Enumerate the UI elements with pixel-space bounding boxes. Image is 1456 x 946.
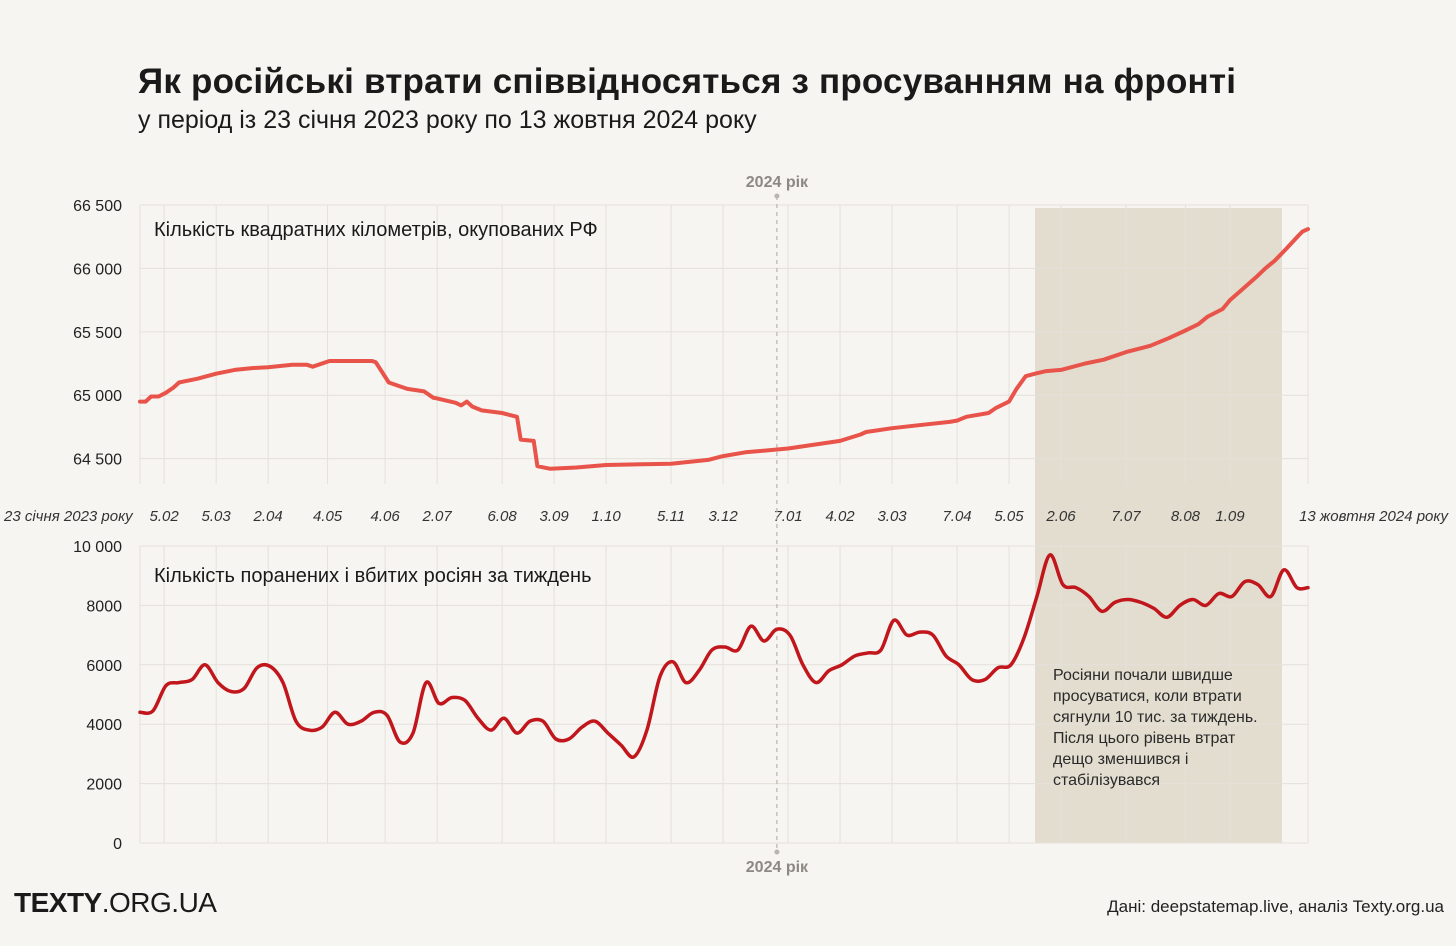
logo-rest: .ORG.UA bbox=[101, 887, 217, 918]
data-source: Дані: deepstatemap.live, аналіз Texty.or… bbox=[1107, 897, 1444, 916]
year-marker-dot-top bbox=[774, 193, 780, 199]
top-ytick-label: 66 000 bbox=[73, 261, 122, 278]
xtick-label: 3.03 bbox=[877, 508, 907, 525]
chart-title: Як російські втрати співвідносяться з пр… bbox=[138, 62, 1237, 101]
top-ytick-label: 65 500 bbox=[73, 325, 122, 342]
top-ytick-label: 66 500 bbox=[73, 198, 122, 215]
xtick-label: 2.07 bbox=[422, 508, 453, 525]
xtick-label: 5.05 bbox=[994, 508, 1024, 525]
top-ytick-label: 65 000 bbox=[73, 388, 122, 405]
annotation-line: дещо зменшився і bbox=[1053, 751, 1188, 768]
xtick-label: 8.08 bbox=[1171, 508, 1201, 525]
year-marker-label-top: 2024 рік bbox=[746, 174, 809, 191]
top-ytick-label: 64 500 bbox=[73, 452, 122, 469]
texty-logo[interactable]: TEXTY.ORG.UA bbox=[14, 887, 217, 919]
bottom-ytick-label: 6000 bbox=[86, 658, 122, 675]
xtick-label: 1.09 bbox=[1215, 508, 1245, 525]
annotation-line: просуватися, коли втрати bbox=[1053, 688, 1242, 705]
xtick-label: 1.10 bbox=[591, 508, 621, 525]
xtick-label: 4.05 bbox=[313, 508, 343, 525]
annotation-line: сягнули 10 тис. за тиждень. bbox=[1053, 709, 1258, 726]
bottom-ytick-label: 10 000 bbox=[73, 539, 122, 556]
xtick-label: 2.04 bbox=[253, 508, 283, 525]
top-panel-title: Кількість квадратних кілометрів, окупова… bbox=[154, 219, 598, 241]
xtick-label: 13 жовтня 2024 року bbox=[1299, 508, 1449, 525]
bottom-ytick-label: 2000 bbox=[86, 777, 122, 794]
bottom-ytick-label: 8000 bbox=[86, 598, 122, 615]
xtick-label: 7.07 bbox=[1111, 508, 1141, 525]
logo-bold: TEXTY bbox=[14, 887, 102, 918]
xtick-label: 3.12 bbox=[708, 508, 738, 525]
annotation-text: Росіяни почали швидше просуватися, коли в… bbox=[1053, 667, 1258, 789]
xtick-label: 4.02 bbox=[825, 508, 855, 525]
xtick-label: 7.01 bbox=[773, 508, 802, 525]
xtick-label: 4.06 bbox=[371, 508, 401, 525]
highlight-band bbox=[1035, 208, 1283, 843]
xtick-label: 5.11 bbox=[657, 508, 685, 525]
year-marker-label-bottom: 2024 рік bbox=[746, 859, 809, 876]
annotation-line: Росіяни почали швидше bbox=[1053, 667, 1233, 684]
bottom-ytick-label: 4000 bbox=[86, 717, 122, 734]
xtick-label: 23 січня 2023 року bbox=[3, 508, 134, 525]
xtick-label: 2.06 bbox=[1045, 508, 1076, 525]
year-marker-dot-bottom bbox=[774, 849, 780, 855]
bottom-ytick-label: 0 bbox=[113, 836, 122, 853]
annotation-line: Після цього рівень втрат bbox=[1053, 730, 1236, 747]
xtick-label: 3.09 bbox=[539, 508, 569, 525]
bottom-panel-title: Кількість поранених і вбитих росіян за т… bbox=[154, 565, 592, 587]
xtick-label: 5.03 bbox=[202, 508, 232, 525]
chart-subtitle: у період із 23 січня 2023 року по 13 жов… bbox=[138, 106, 757, 134]
territory-line bbox=[138, 227, 1310, 471]
xtick-label: 6.08 bbox=[487, 508, 517, 525]
xtick-label: 7.04 bbox=[942, 508, 971, 525]
annotation-line: стабілізувався bbox=[1053, 772, 1160, 789]
xtick-label: 5.02 bbox=[150, 508, 180, 525]
